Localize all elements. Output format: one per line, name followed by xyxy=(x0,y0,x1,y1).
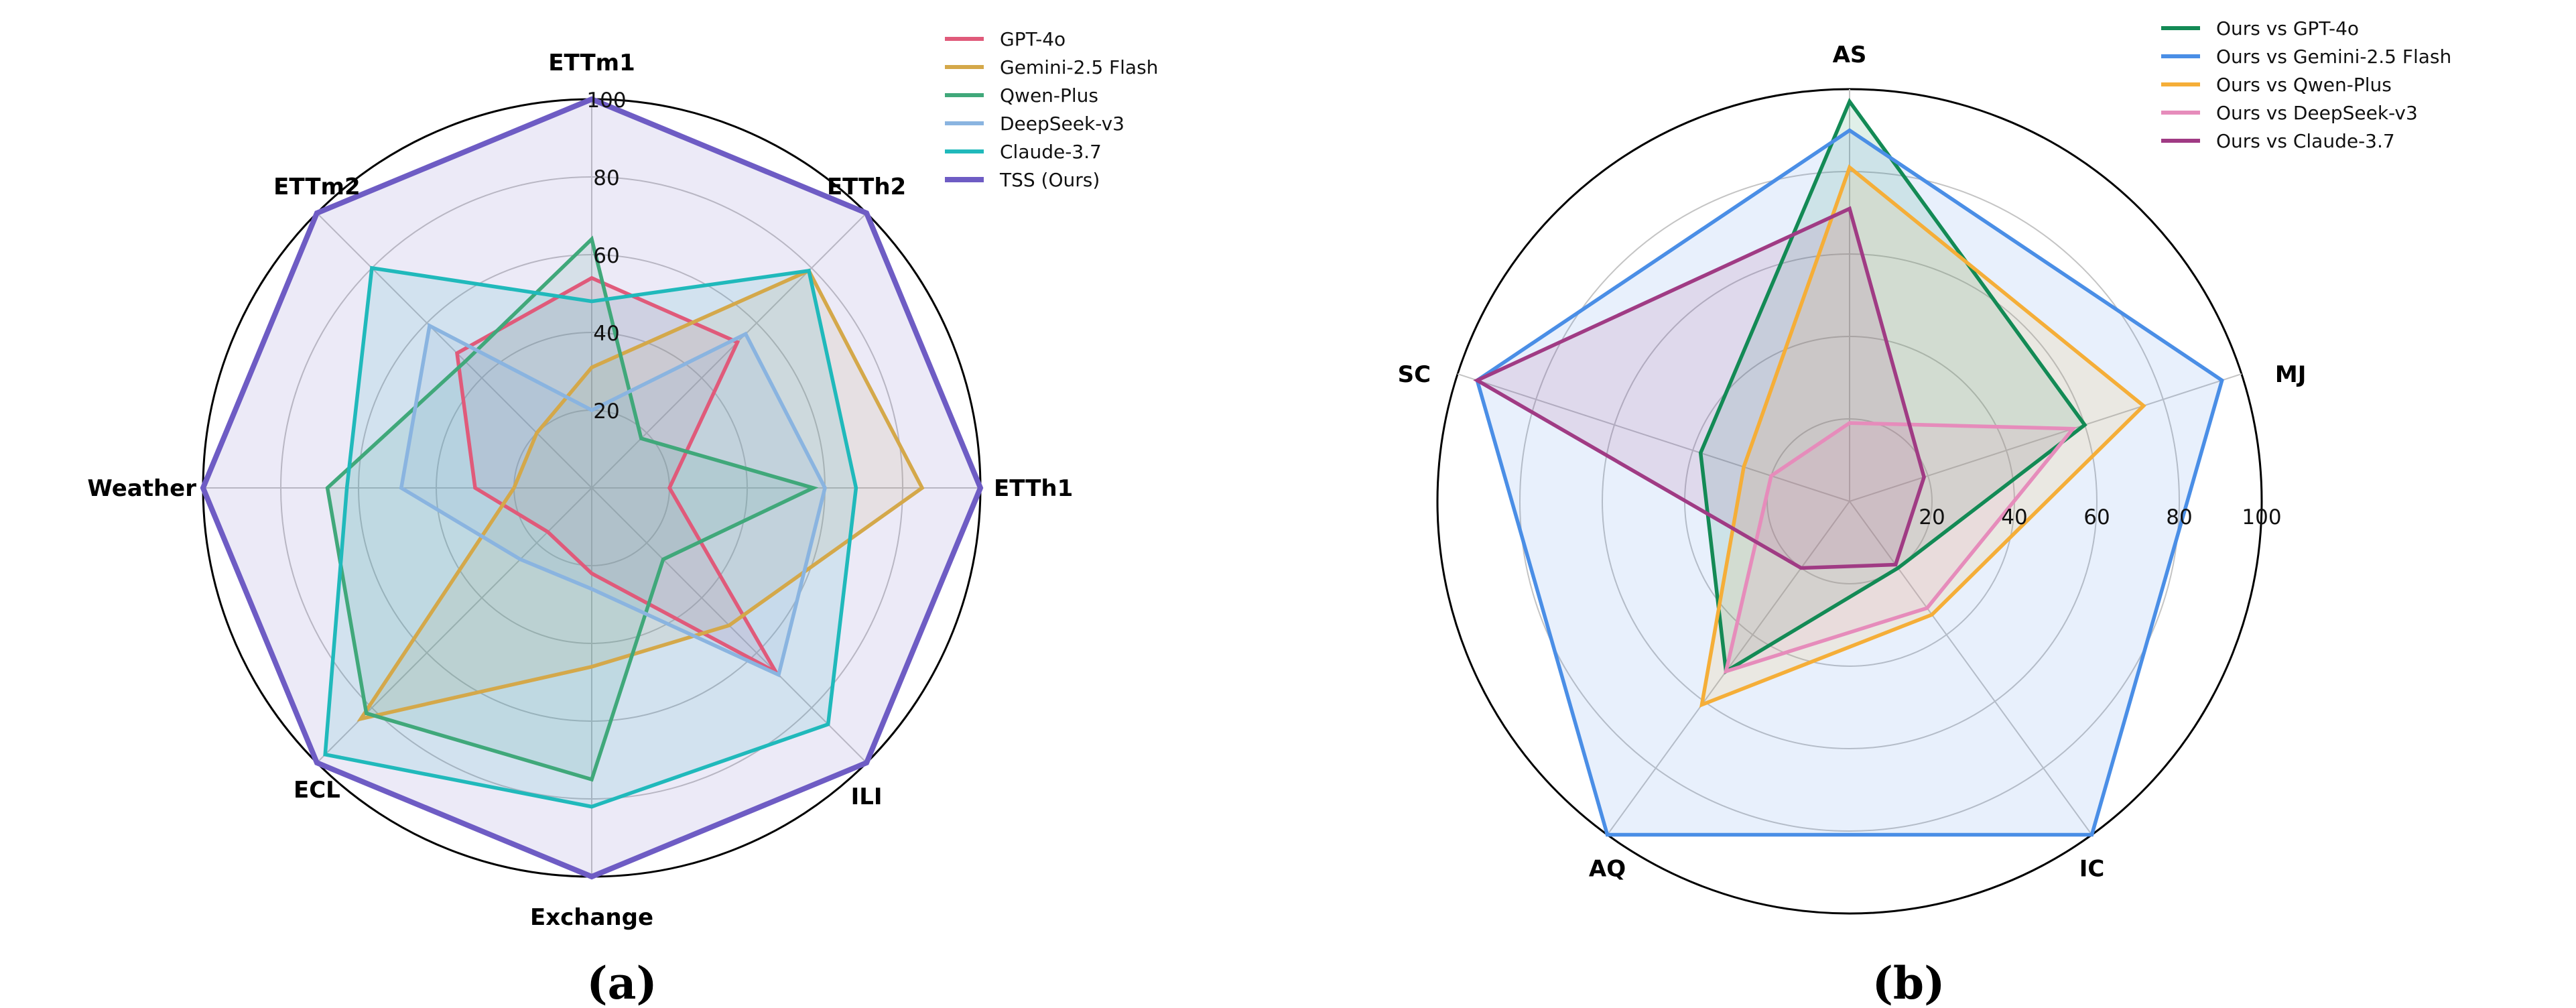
r-tick-label: 60 xyxy=(593,244,619,268)
r-tick-label: 100 xyxy=(2242,505,2281,529)
axis-label-ecl: ECL xyxy=(294,777,340,804)
radar-chart-b: 20 40 60 80 100 AS MJ IC AQ SC Ours vs GPT-4o Ours … xyxy=(1398,17,2451,915)
legend-label-gpt-4o: GPT-4o xyxy=(1000,28,1066,50)
axis-label-ettm2: ETTm2 xyxy=(273,174,360,200)
series-line-deepseek-v3 xyxy=(399,322,827,678)
series-line-ours-vs-gpt-4o xyxy=(1698,97,2087,675)
series-line-tss-ours xyxy=(200,96,984,880)
legend-label-gemini-2-5-flash: Gemini-2.5 Flash xyxy=(1000,56,1158,78)
axis-label-sc: SC xyxy=(1398,361,1431,388)
panel-label-a: (a) xyxy=(586,957,657,1008)
r-tick-label: 20 xyxy=(1919,505,1945,529)
legend-label-deepseek-v3: DeepSeek-v3 xyxy=(1000,113,1124,135)
series-fill-ours-vs-qwen-plus xyxy=(1701,167,2144,705)
radar-chart-a: 20 40 60 80 100 ETTm1 ETTh2 ETTh1 ILI Exchange ECL… xyxy=(87,28,1158,931)
legend-label-ours-vs-qwen-plus: Ours vs Qwen-Plus xyxy=(2216,74,2392,96)
r-tick-label: 100 xyxy=(586,88,626,113)
axis-label-weather: Weather xyxy=(87,475,196,502)
axis-label-ic: IC xyxy=(2079,856,2105,883)
series-fill-ours-vs-claude-3-7 xyxy=(1477,208,1925,568)
series-line-gpt-4o xyxy=(455,275,781,677)
series-line-ours-vs-claude-3-7 xyxy=(1473,206,1926,570)
series-fill-qwen-plus xyxy=(327,239,814,779)
legend-label-ours-vs-claude-3-7: Ours vs Claude-3.7 xyxy=(2216,130,2395,152)
r-tick-label: 40 xyxy=(2001,505,2027,529)
spoke-line xyxy=(316,212,592,489)
legend-label-ours-vs-gemini-2-5-flash: Ours vs Gemini-2.5 Flash xyxy=(2216,46,2451,68)
legend-label-claude-3-7: Claude-3.7 xyxy=(1000,141,1102,163)
legend-label-ours-vs-deepseek-v3: Ours vs DeepSeek-v3 xyxy=(2216,102,2418,124)
series-fill-tss-ours xyxy=(203,99,980,877)
axis-label-exchange: Exchange xyxy=(530,904,653,931)
spoke-line xyxy=(1849,373,2242,502)
legend-label-qwen-plus: Qwen-Plus xyxy=(1000,84,1098,107)
series-line-qwen-plus xyxy=(325,235,819,782)
series-fill-gemini-2-5-flash xyxy=(361,271,922,719)
series-fill-deepseek-v3 xyxy=(401,326,825,675)
spoke-line xyxy=(591,212,867,489)
r-tick-label: 80 xyxy=(2166,505,2192,529)
r-tick-label: 60 xyxy=(2083,505,2110,529)
r-tick-label: 40 xyxy=(593,322,619,346)
spoke-line xyxy=(1849,501,2093,836)
axis-label-as: AS xyxy=(1833,42,1867,68)
axis-label-ettm1: ETTm1 xyxy=(548,50,635,76)
series-line-ours-vs-qwen-plus xyxy=(1699,164,2146,708)
r-tick-label: 80 xyxy=(593,166,619,190)
series-line-ours-vs-gemini-2-5-flash xyxy=(1475,128,2224,837)
axis-label-aq: AQ xyxy=(1589,856,1626,883)
axis-label-ili: ILI xyxy=(851,783,883,810)
axis-label-etth2: ETTh2 xyxy=(827,174,906,200)
series-fill-gpt-4o xyxy=(457,277,776,672)
series-line-ours-vs-deepseek-v3 xyxy=(1723,421,2077,674)
series-line-gemini-2-5-flash xyxy=(357,268,925,722)
axis-label-mj: MJ xyxy=(2275,361,2306,388)
axis-label-etth1: ETTh1 xyxy=(994,475,1073,502)
series-fill-claude-3-7 xyxy=(325,267,856,807)
series-fill-ours-vs-gemini-2-5-flash xyxy=(1477,130,2222,835)
legend-label-tss-ours: TSS (Ours) xyxy=(999,169,1100,191)
series-line-claude-3-7 xyxy=(323,265,858,809)
r-tick-label: 20 xyxy=(593,399,619,424)
legend-label-ours-vs-gpt-4o: Ours vs GPT-4o xyxy=(2216,17,2359,40)
series-fill-ours-vs-gpt-4o xyxy=(1700,101,2085,672)
panel-label-b: (b) xyxy=(1872,957,1945,1008)
spoke-line xyxy=(1457,373,1850,502)
